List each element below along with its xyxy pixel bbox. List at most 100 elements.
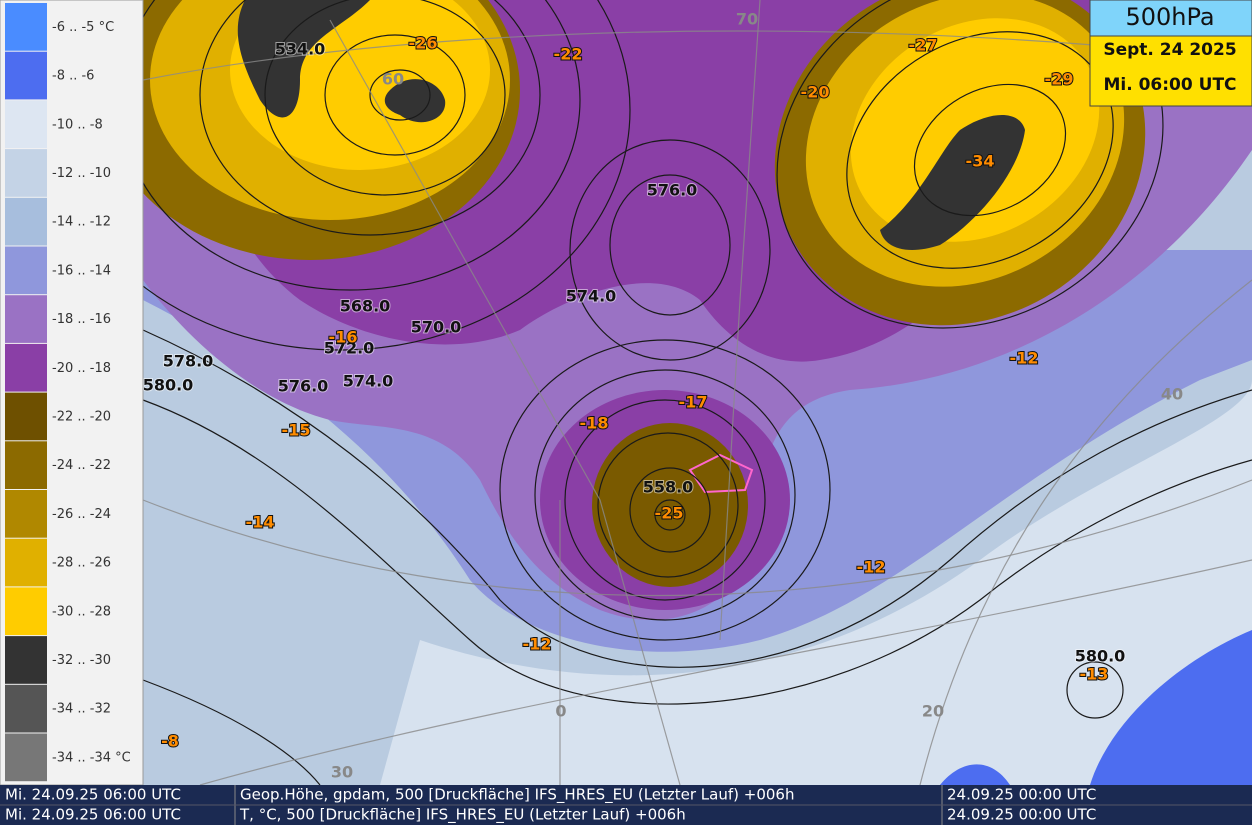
contour-label: 580.0	[1075, 647, 1126, 666]
legend-swatch	[5, 343, 47, 392]
footer-text: Mi. 24.09.25 06:00 UTC	[5, 786, 181, 804]
legend-label: -8 .. -6	[52, 69, 94, 84]
temperature-label: -15	[282, 421, 311, 440]
footer-text: 24.09.25 00:00 UTC	[947, 786, 1096, 804]
legend-swatch	[5, 490, 47, 538]
contour-label: 580.0	[143, 376, 194, 395]
graticule-label: 20	[922, 702, 944, 721]
temperature-label: -12	[857, 558, 886, 577]
footer-text: Mi. 24.09.25 06:00 UTC	[5, 806, 181, 824]
contour-label: 574.0	[566, 287, 617, 306]
legend-label: -26 .. -24	[52, 507, 111, 522]
contour	[199, 0, 541, 236]
legend-swatch	[5, 684, 47, 733]
cold-core	[384, 79, 446, 123]
legend-label: -10 .. -8	[52, 117, 103, 132]
footer-text: Geop.Höhe, gpdam, 500 [Druckfläche] IFS_…	[240, 786, 794, 805]
temperature-label: -18	[580, 414, 609, 433]
graticule-label: 70	[736, 10, 758, 29]
graticule-line	[919, 279, 1252, 786]
legend-label: -6 .. -5 °C	[52, 20, 114, 35]
contour	[609, 174, 731, 316]
temperature-label: -14	[246, 513, 275, 532]
contour	[569, 139, 771, 361]
contour-label: 570.0	[411, 318, 462, 337]
temperature-label: -22	[554, 45, 583, 64]
legend-label: -18 .. -16	[52, 312, 111, 327]
legend-label: -22 .. -20	[52, 409, 111, 424]
legend-swatch	[5, 441, 47, 489]
cold-core	[880, 115, 1025, 250]
contour	[264, 0, 506, 196]
legend-swatch	[5, 197, 47, 246]
contour-label: 572.0	[324, 339, 375, 358]
contour-label: 578.0	[163, 352, 214, 371]
cold-core	[237, 0, 370, 118]
temperature-label: -16	[329, 328, 358, 347]
contour	[369, 69, 431, 121]
legend-swatch	[5, 246, 47, 295]
graticule	[142, 0, 1252, 786]
legend-swatch	[5, 538, 47, 587]
header-level: 500hPa	[1125, 3, 1214, 31]
contour	[629, 467, 711, 553]
contour-label: 534.0	[275, 40, 326, 59]
temperature-label: -26	[409, 34, 438, 53]
graticule-label: 0	[555, 702, 566, 721]
legend-label: -24 .. -22	[52, 458, 111, 473]
legend-swatch	[5, 51, 47, 100]
footer: Mi. 24.09.25 06:00 UTC Geop.Höhe, gpdam, …	[5, 786, 1096, 825]
legend-label: -34 .. -32	[52, 702, 111, 717]
country-outline	[688, 453, 754, 494]
temperature-label: -29	[1045, 70, 1074, 89]
temperature-label: -12	[523, 635, 552, 654]
field-light	[380, 380, 1252, 785]
contour	[654, 499, 686, 531]
graticule-label: 60	[382, 70, 404, 89]
legend-label: -20 .. -18	[52, 361, 111, 376]
temperature-label: -34	[966, 152, 995, 171]
contour	[913, 83, 1067, 217]
legend-swatch	[5, 733, 47, 782]
legend-swatch	[5, 295, 47, 343]
footer-text: 24.09.25 00:00 UTC	[947, 806, 1096, 824]
legend-label: -30 .. -28	[52, 604, 111, 619]
graticule-line	[199, 559, 1252, 786]
temperature-label: -25	[655, 504, 684, 523]
contour	[597, 432, 739, 578]
temperature-label: -20	[801, 83, 830, 102]
legend-swatch	[5, 3, 47, 51]
legend-swatch	[5, 392, 47, 441]
contour-label: 576.0	[278, 377, 329, 396]
contour	[142, 679, 321, 786]
graticule-line	[329, 19, 681, 786]
legend-label: -12 .. -10	[52, 166, 111, 181]
legend-label: -34 .. -34 °C	[52, 750, 131, 765]
legend-swatch	[5, 587, 47, 636]
graticule-line	[719, 0, 761, 641]
contour	[142, 329, 1252, 668]
field-blue	[940, 764, 1010, 785]
header-date-box	[1089, 35, 1252, 107]
contour	[1066, 661, 1124, 719]
graticule-line	[142, 479, 1252, 597]
temperature-label: -13	[1080, 665, 1109, 684]
contour	[324, 34, 466, 156]
graticule-label: 40	[1161, 385, 1183, 404]
cyclone-core	[592, 423, 748, 587]
contour	[499, 339, 831, 641]
legend-label: -28 .. -26	[52, 556, 111, 571]
temperature-label: -12	[1010, 349, 1039, 368]
graticule-label: 30	[331, 763, 353, 782]
legend-swatch	[5, 636, 47, 684]
field-blue	[1090, 630, 1252, 785]
legend-swatch	[5, 100, 47, 149]
legend-swatch	[5, 149, 47, 197]
temperature-label: -17	[679, 393, 708, 412]
legend-label: -32 .. -30	[52, 653, 111, 668]
contour-label: 574.0	[343, 372, 394, 391]
legend-label: -16 .. -14	[52, 263, 111, 278]
header-level-box	[1089, 0, 1252, 37]
contour	[142, 399, 1252, 705]
